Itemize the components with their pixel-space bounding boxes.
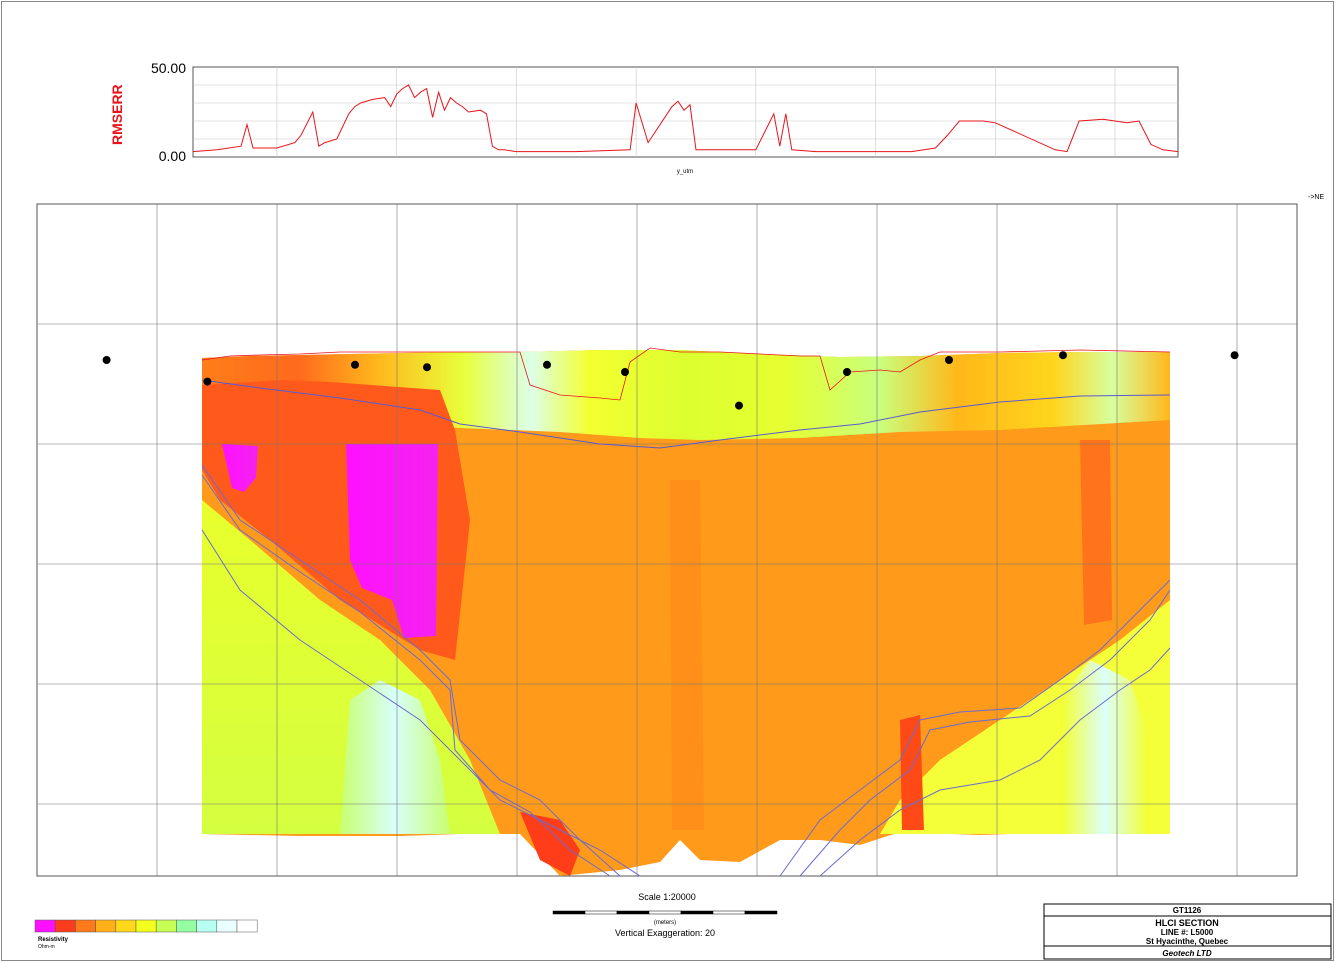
rms-ylabel: RMSERR xyxy=(109,84,125,145)
contact-line-c xyxy=(201,529,641,877)
resistivity-right-dark-band xyxy=(1080,440,1112,625)
title-block: GT1126 HLCI SECTION LINE #: L5000 St Hya… xyxy=(1043,903,1332,960)
colorbar-swatch xyxy=(236,919,258,933)
scale-bar-segment xyxy=(648,910,682,915)
resistivity-heatmap xyxy=(202,350,1170,876)
colorbar-swatch xyxy=(155,919,177,933)
borehole-marker xyxy=(621,368,629,376)
company-name: Geotech LTD xyxy=(1162,949,1211,958)
vertical-exaggeration: Vertical Exaggeration: 20 xyxy=(615,928,715,938)
rms-y-bottom-label: 0.00 xyxy=(159,148,186,164)
direction-label: ->NE xyxy=(1308,194,1324,201)
scale-bar-segment xyxy=(712,910,746,915)
location: St Hyacinthe, Quebec xyxy=(1146,937,1229,946)
title-block-frame xyxy=(1043,903,1332,960)
colorbar-swatch xyxy=(54,919,76,933)
colorbar-swatch xyxy=(216,919,238,933)
borehole-marker xyxy=(543,360,551,369)
section-panel: ->NE xyxy=(36,194,1324,877)
colorbar-swatch xyxy=(135,919,157,933)
scale-bar-segment xyxy=(744,910,778,915)
scale-unit: (meters) xyxy=(654,920,676,926)
scale-bar-segment xyxy=(552,910,586,915)
resistivity-mid-dark-band xyxy=(670,480,704,830)
colorbar-swatch xyxy=(34,919,56,933)
borehole-marker xyxy=(351,360,359,369)
resistivity-conductor-magenta-1 xyxy=(222,444,258,492)
colorbar-swatch xyxy=(75,919,96,933)
contact-line-d xyxy=(779,579,1171,877)
contact-line-f xyxy=(819,647,1171,877)
contact-line-b xyxy=(201,474,611,877)
resistivity-bottom-red xyxy=(520,812,580,876)
section-title: HLCI SECTION xyxy=(1155,918,1219,928)
scale-bar-segment xyxy=(680,910,714,915)
rms-y-top-label: 50.00 xyxy=(151,60,186,76)
contact-line-a xyxy=(201,464,621,877)
resistivity-right-red-streak xyxy=(900,715,924,830)
scale-bar-segment xyxy=(616,910,650,915)
rms-panel: RMSERR 50.00 0.00 y_utm xyxy=(109,60,1179,175)
colorbar-unit: Ohm-m xyxy=(38,944,55,950)
topography-line xyxy=(201,347,1171,401)
contact-line-e xyxy=(799,589,1171,877)
borehole-marker xyxy=(735,401,743,410)
borehole-marker xyxy=(203,377,212,386)
borehole-marker xyxy=(843,368,851,376)
borehole-marker xyxy=(423,363,431,372)
resistivity-right-cyan-column xyxy=(1060,660,1150,834)
colorbar-swatch xyxy=(196,919,218,933)
colorbar-swatch xyxy=(176,919,197,933)
scale-bar: Scale 1:20000 (meters) Vertical Exaggera… xyxy=(552,892,778,938)
rms-plot-area xyxy=(192,66,1179,158)
borehole-marker xyxy=(1059,351,1067,360)
borehole-marker xyxy=(945,356,953,364)
colorbar-label: Resistivity xyxy=(38,937,69,943)
borehole-marker xyxy=(102,356,111,364)
project-code: GT1126 xyxy=(1173,906,1202,915)
contact-line-upper xyxy=(201,379,1171,449)
rms-series-line xyxy=(192,84,1179,153)
resistivity-colorbar: Resistivity Ohm-m xyxy=(34,919,258,950)
colorbar-swatch xyxy=(115,919,137,933)
scale-title: Scale 1:20000 xyxy=(638,892,696,902)
colorbar-swatch xyxy=(95,919,117,933)
scale-bar-segment xyxy=(584,910,618,915)
line-number: LINE #: L5000 xyxy=(1161,928,1214,937)
resistivity-conductor-magenta-2 xyxy=(346,444,438,638)
rms-xlabel: y_utm xyxy=(677,169,693,175)
resistivity-left-cyan-column xyxy=(340,680,450,834)
borehole-marker xyxy=(1230,351,1239,360)
